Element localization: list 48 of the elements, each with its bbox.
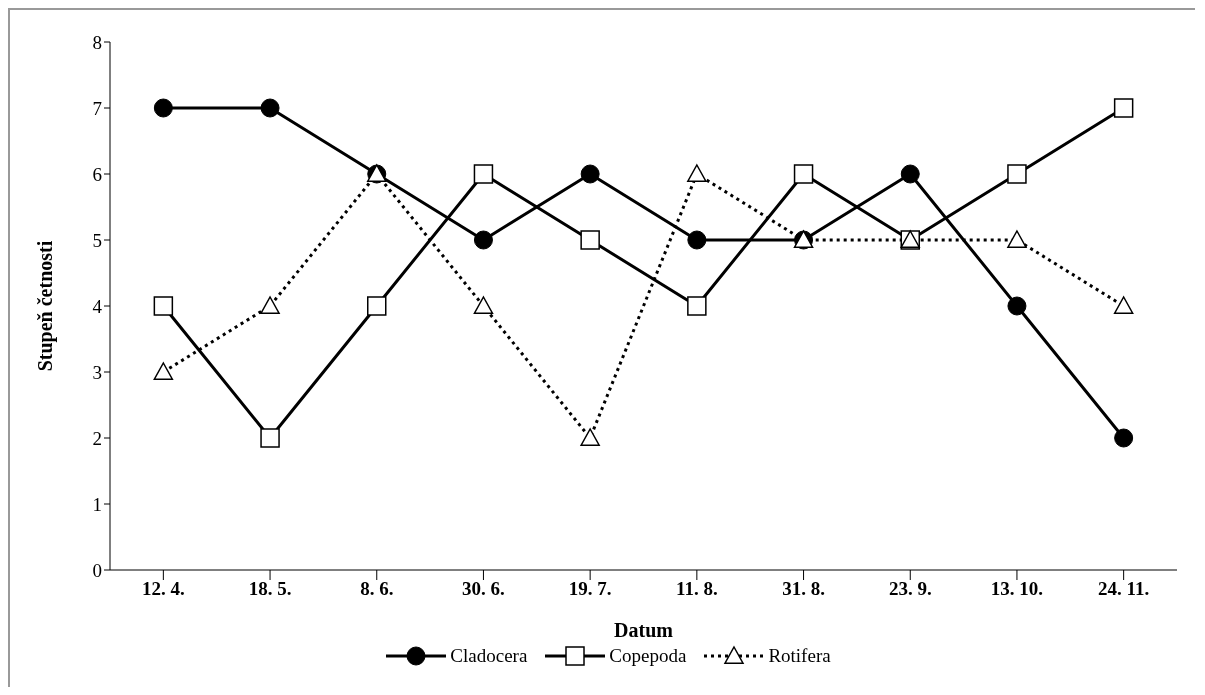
y-tick-label: 3 <box>92 361 102 383</box>
x-tick-label: 18. 5. <box>248 578 292 600</box>
point <box>1113 296 1134 314</box>
x-tick-label: 12. 4. <box>141 578 185 600</box>
point <box>793 164 814 184</box>
point <box>260 428 280 448</box>
point <box>473 230 493 250</box>
point <box>153 98 173 118</box>
point <box>367 296 387 316</box>
point <box>153 362 174 380</box>
point <box>153 296 174 316</box>
y-tick-label: 1 <box>92 493 102 515</box>
y-tick-label: 6 <box>92 163 102 185</box>
y-tick-label: 7 <box>92 97 102 119</box>
x-tick-label: 23. 9. <box>888 578 932 600</box>
x-tick-label: 31. 8. <box>782 578 825 600</box>
point <box>1114 428 1134 448</box>
x-tick-label: 30. 6. <box>462 578 505 600</box>
point <box>1007 230 1027 248</box>
legend-label: Copepoda <box>609 645 687 667</box>
point <box>260 98 280 118</box>
y-tick-label: 0 <box>92 559 102 581</box>
x-tick-label: 11. 8. <box>676 578 718 600</box>
y-tick-label: 8 <box>92 31 102 53</box>
point <box>580 164 600 184</box>
point <box>580 230 600 250</box>
point <box>687 164 707 182</box>
point <box>900 164 920 184</box>
point <box>260 296 280 314</box>
y-tick-label: 2 <box>92 427 102 449</box>
point <box>1113 98 1134 118</box>
legend-label: Rotifera <box>768 645 831 667</box>
point <box>1007 296 1027 316</box>
x-tick-label: 24. 11. <box>1098 578 1150 600</box>
point <box>580 428 600 446</box>
point <box>473 164 494 184</box>
point <box>1007 164 1027 184</box>
legend-label: Cladocera <box>450 645 528 667</box>
y-axis-title: Stupeň četnosti <box>34 240 58 372</box>
x-tick-label: 19. 7. <box>568 578 612 600</box>
x-axis-title: Datum <box>614 619 674 641</box>
x-tick-label: 13. 10. <box>990 578 1044 600</box>
point <box>473 296 494 314</box>
x-tick-label: 8. 6. <box>360 578 394 600</box>
point <box>687 296 707 316</box>
y-tick-label: 5 <box>92 229 102 251</box>
point <box>687 230 707 250</box>
y-tick-label: 4 <box>92 295 103 317</box>
